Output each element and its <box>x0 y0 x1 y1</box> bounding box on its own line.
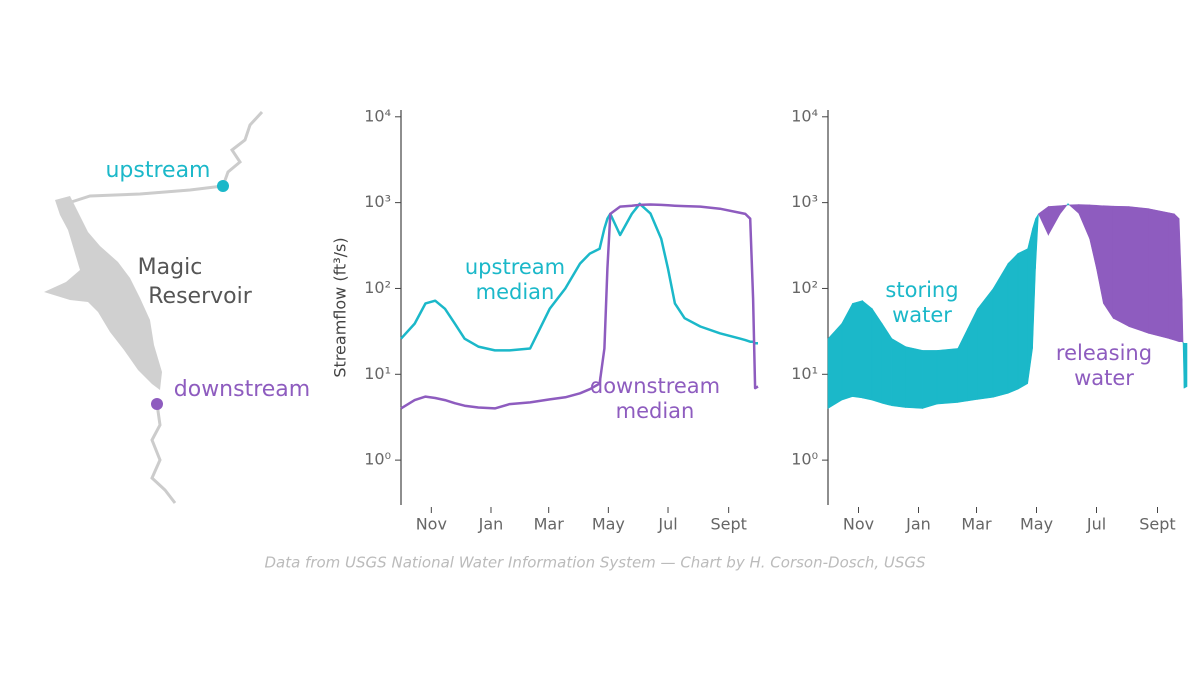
annotation: water <box>892 303 952 327</box>
difference-area <box>1112 205 1130 328</box>
difference-area <box>1178 218 1183 342</box>
x-tick-label: Mar <box>534 515 565 534</box>
difference-area <box>841 303 853 401</box>
downstream-label: downstream <box>174 377 310 402</box>
difference-area <box>881 322 893 407</box>
y-tick-label: 10⁰ <box>364 450 391 469</box>
x-tick-label: Jan <box>905 515 931 534</box>
difference-area <box>1059 204 1068 215</box>
difference-area <box>871 307 883 404</box>
annotation: water <box>1074 366 1134 390</box>
difference-area <box>992 262 1009 398</box>
reservoir-label: Magic <box>138 255 203 280</box>
x-tick-label: Sept <box>1139 515 1175 534</box>
difference-area <box>1103 205 1114 320</box>
difference-area <box>1173 213 1180 343</box>
difference-area <box>1027 228 1033 384</box>
y-tick-label: 10⁴ <box>364 106 391 125</box>
difference-area <box>852 300 863 399</box>
annotation: releasing <box>1056 341 1152 365</box>
y-tick-label: 10¹ <box>364 364 391 383</box>
difference-area <box>1035 213 1039 269</box>
river-downstream <box>150 403 177 504</box>
upstream-point <box>217 180 229 192</box>
x-tick-label: Nov <box>416 515 447 534</box>
difference-area <box>1183 342 1188 389</box>
difference-area <box>891 338 907 408</box>
annotation: median <box>616 399 695 423</box>
reservoir <box>44 196 162 390</box>
map: upstream Magic Reservoir downstream <box>44 110 310 504</box>
x-tick-label: May <box>1020 515 1053 534</box>
difference-area <box>957 328 968 403</box>
difference-area <box>967 308 978 402</box>
y-tick-label: 10² <box>364 278 391 297</box>
difference-area <box>905 346 923 409</box>
y-axis-label: Streamflow (ft³/s) <box>331 237 350 377</box>
upstream-label: upstream <box>105 158 210 183</box>
difference-area <box>1181 298 1184 344</box>
y-tick-label: 10² <box>791 278 818 297</box>
difference-area <box>977 287 994 400</box>
median-line <box>400 203 759 410</box>
y-tick-label: 10³ <box>791 192 818 211</box>
x-tick-label: Mar <box>961 515 992 534</box>
river-upstream <box>61 110 264 207</box>
x-tick-label: Nov <box>843 515 874 534</box>
difference-area <box>1096 205 1104 304</box>
reservoir-label: Reservoir <box>148 284 252 309</box>
caption: Data from USGS National Water Informatio… <box>264 554 926 572</box>
annotation: storing <box>885 278 958 302</box>
y-tick-label: 10⁴ <box>791 106 818 125</box>
difference-area <box>862 300 873 401</box>
x-tick-label: Jul <box>657 515 677 534</box>
y-tick-label: 10³ <box>364 192 391 211</box>
difference-area <box>1048 205 1061 237</box>
difference-area <box>1032 218 1036 349</box>
median-line <box>400 202 758 352</box>
difference-area <box>1169 212 1175 341</box>
x-tick-label: May <box>592 515 625 534</box>
difference-area <box>1089 204 1097 269</box>
difference-area <box>1068 204 1080 215</box>
difference-area <box>1128 206 1149 334</box>
y-tick-label: 10⁰ <box>791 450 818 469</box>
x-tick-label: Jul <box>1086 515 1106 534</box>
difference-area <box>1078 204 1090 239</box>
difference-area <box>922 350 938 409</box>
difference-area <box>1148 208 1170 340</box>
difference-area <box>1007 252 1019 394</box>
difference-area <box>1038 205 1049 236</box>
difference-area <box>827 322 843 409</box>
annotation: downstream <box>590 374 720 398</box>
annotation: upstream <box>465 255 565 279</box>
difference-area <box>1017 248 1028 390</box>
y-tick-label: 10¹ <box>791 364 818 383</box>
difference-area <box>936 348 959 405</box>
annotation: median <box>476 280 555 304</box>
downstream-point <box>151 398 163 410</box>
x-tick-label: Jan <box>478 515 504 534</box>
x-tick-label: Sept <box>710 515 746 534</box>
